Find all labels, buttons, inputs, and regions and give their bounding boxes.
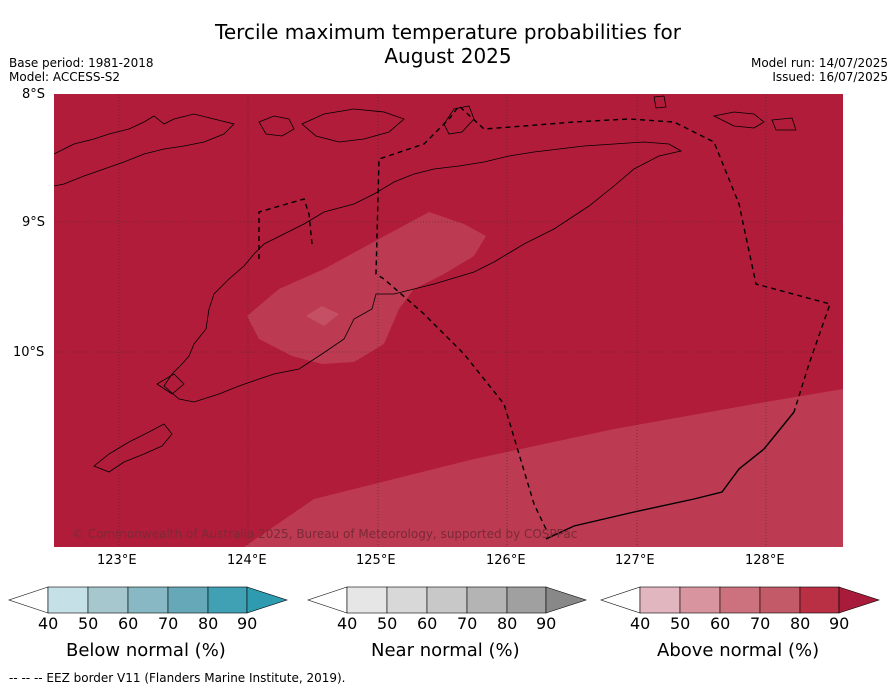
legend-near-arrow-right [545, 586, 587, 614]
legend-above-arrow-right [838, 586, 880, 614]
legend-below-tick: 60 [118, 614, 139, 633]
legend-above-tick: 60 [710, 614, 731, 633]
legend-near-tick: 90 [536, 614, 557, 633]
coast-island-b [301, 108, 405, 143]
probability-map: © Commonwealth of Australia 2025, Bureau… [54, 94, 843, 547]
legend-below-title: Below normal (%) [66, 640, 226, 661]
legend-near-tick: 40 [337, 614, 358, 633]
legend-above-tick: 80 [790, 614, 811, 633]
legend-near-tick: 80 [497, 614, 518, 633]
legend-above-arrow-left [600, 586, 641, 614]
eez-border-dashed [375, 104, 831, 530]
legend-below-tick: 50 [78, 614, 99, 633]
model-run: Model run: 14/07/2025 [750, 56, 888, 70]
lon-label-123e: 123°E [97, 553, 137, 568]
model-name: Model: ACCESS-S2 [9, 70, 121, 84]
legend-above-tick: 50 [670, 614, 691, 633]
eez-footer-note: -- -- -- EEZ border V11 (Flanders Marine… [9, 671, 346, 685]
legend-below-tick: 90 [237, 614, 258, 633]
eez-border-solid [545, 411, 795, 540]
lat-label-8s: 8°S [22, 87, 46, 102]
region-above-80-southeast [244, 389, 843, 547]
legend-bar-below [8, 586, 288, 614]
legend-above-tick: 40 [630, 614, 651, 633]
legend-below-tick: 40 [38, 614, 59, 633]
meta-right: Model run: 14/07/2025 Issued: 16/07/2025 [751, 56, 888, 84]
legend-near-title: Near normal (%) [371, 640, 520, 661]
lon-label-127e: 127°E [615, 553, 655, 568]
issued-date: Issued: 16/07/2025 [772, 70, 888, 84]
legend-near-tick: 60 [417, 614, 438, 633]
title-line-1: Tercile maximum temperature probabilitie… [215, 20, 681, 44]
region-above-80-timor [247, 212, 486, 364]
copyright-notice: © Commonwealth of Australia 2025, Bureau… [72, 527, 577, 541]
coast-island-f [771, 117, 797, 131]
legend-near-arrow-left [307, 586, 348, 614]
eez-border-west [258, 198, 313, 259]
lon-label-128e: 128°E [745, 553, 785, 568]
lon-label-124e: 124°E [227, 553, 267, 568]
coast-island-a [258, 115, 295, 137]
coast-island-e [712, 111, 765, 129]
legend-bar-near [307, 586, 587, 614]
legend-below-arrow-left [8, 586, 49, 614]
legend-below-tick: 80 [198, 614, 219, 633]
chart-title: Tercile maximum temperature probabilitie… [0, 20, 896, 68]
legend-bar-above [600, 586, 880, 614]
lon-label-125e: 125°E [356, 553, 396, 568]
coast-rote [93, 423, 173, 473]
lon-label-126e: 126°E [486, 553, 526, 568]
legend-below-arrow-right [246, 586, 288, 614]
legend-above-tick: 90 [829, 614, 850, 633]
coast-flores [54, 113, 235, 187]
region-above-70-spot [306, 306, 339, 326]
eez-border [258, 104, 831, 540]
lat-label-10s: 10°S [13, 345, 45, 360]
gridlines [54, 94, 843, 547]
coast-timor [163, 141, 683, 403]
legend-above-title: Above normal (%) [657, 640, 820, 661]
coastlines [54, 95, 797, 473]
legend-near-tick: 50 [377, 614, 398, 633]
legend-near-tick: 70 [457, 614, 478, 633]
coast-island-g [156, 373, 185, 395]
legend-above-tick: 70 [750, 614, 771, 633]
lat-label-9s: 9°S [22, 215, 46, 230]
base-period: Base period: 1981-2018 [9, 56, 154, 70]
coast-island-d [653, 95, 667, 109]
legend-below-tick: 70 [158, 614, 179, 633]
meta-left: Base period: 1981-2018 Model: ACCESS-S2 [9, 56, 154, 84]
title-line-2: August 2025 [384, 44, 512, 68]
